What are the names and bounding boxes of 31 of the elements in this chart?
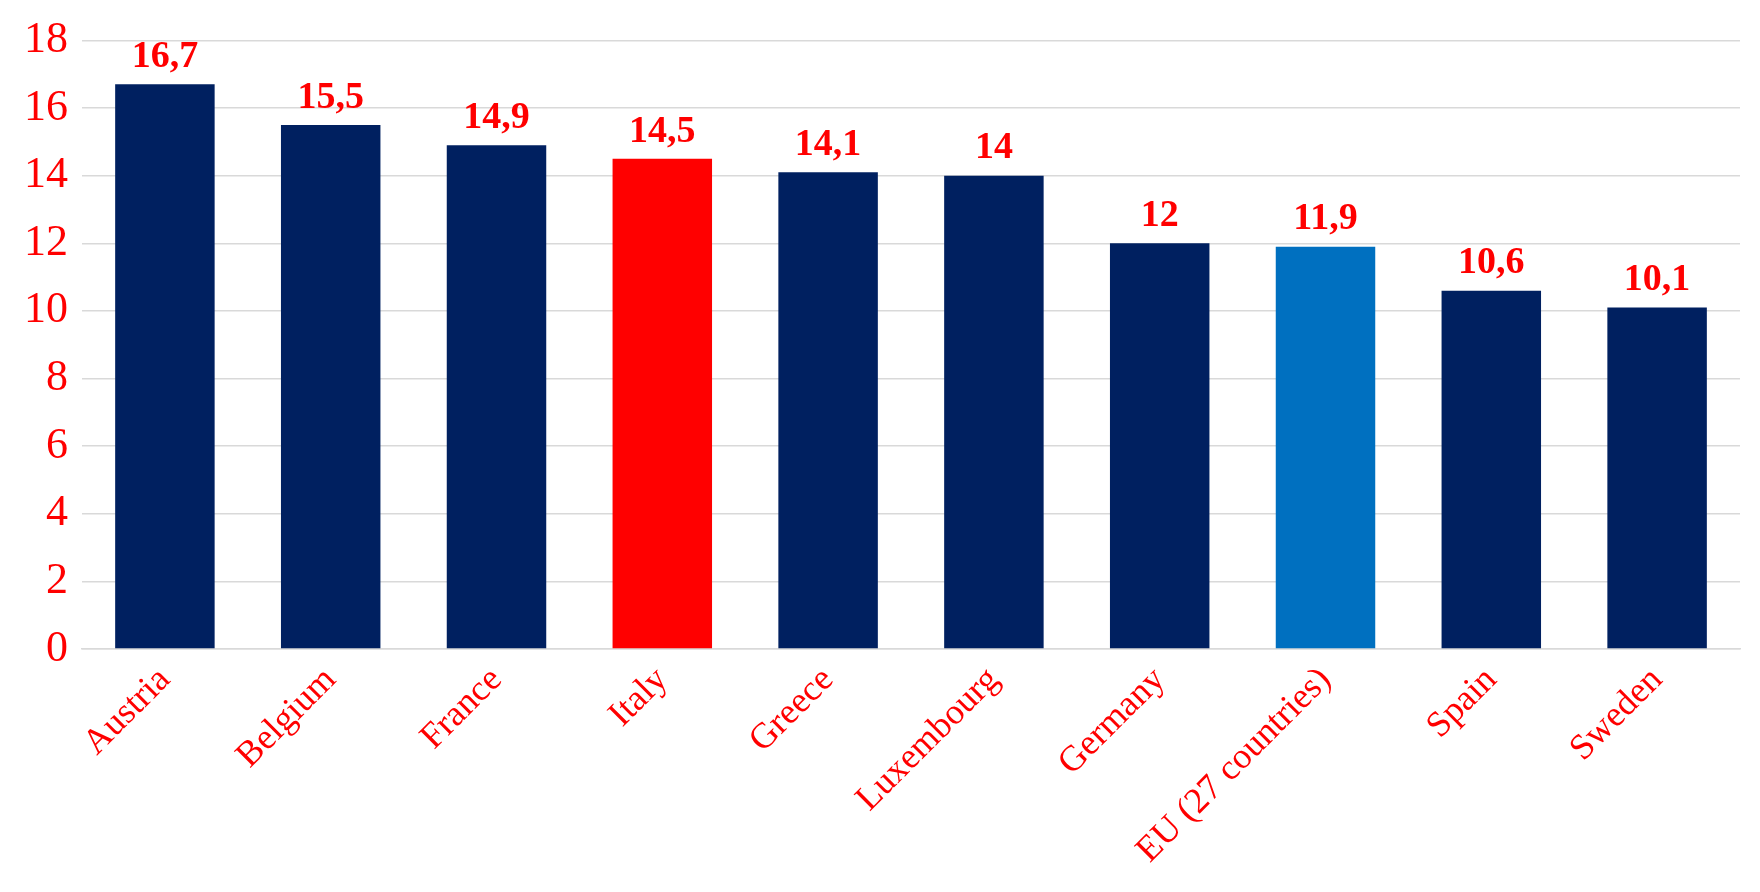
data-label: 14 bbox=[974, 124, 1013, 167]
y-tick-label: 14 bbox=[24, 148, 68, 198]
y-tick-label: 4 bbox=[46, 486, 68, 536]
y-tick-label: 8 bbox=[46, 351, 68, 401]
data-label: 15,5 bbox=[297, 73, 364, 116]
data-label: 10,6 bbox=[1458, 239, 1525, 282]
bar bbox=[1607, 307, 1707, 649]
bar bbox=[778, 172, 878, 649]
x-tick-label: Italy bbox=[599, 658, 675, 734]
data-label: 16,7 bbox=[131, 33, 199, 76]
bar bbox=[446, 145, 547, 649]
bar bbox=[612, 158, 713, 649]
data-label: 12 bbox=[1140, 192, 1179, 235]
y-tick-label: 10 bbox=[24, 283, 68, 333]
bar bbox=[944, 175, 1044, 649]
bar bbox=[1109, 243, 1210, 649]
data-label: 10,1 bbox=[1623, 256, 1691, 299]
data-label: 14,1 bbox=[794, 121, 862, 164]
y-tick-label: 12 bbox=[24, 215, 68, 265]
y-tick-label: 16 bbox=[24, 80, 68, 130]
y-tick-label: 18 bbox=[24, 12, 68, 62]
data-label: 11,9 bbox=[1293, 195, 1358, 238]
data-label: 14,5 bbox=[629, 107, 696, 150]
y-tick-label: 2 bbox=[46, 554, 68, 604]
bar bbox=[1275, 246, 1376, 649]
y-tick-label: 0 bbox=[46, 621, 68, 671]
data-label: 14,9 bbox=[463, 94, 530, 137]
bar bbox=[280, 124, 381, 649]
bar bbox=[1441, 290, 1542, 649]
bar bbox=[115, 84, 215, 649]
y-tick-label: 6 bbox=[46, 418, 68, 468]
